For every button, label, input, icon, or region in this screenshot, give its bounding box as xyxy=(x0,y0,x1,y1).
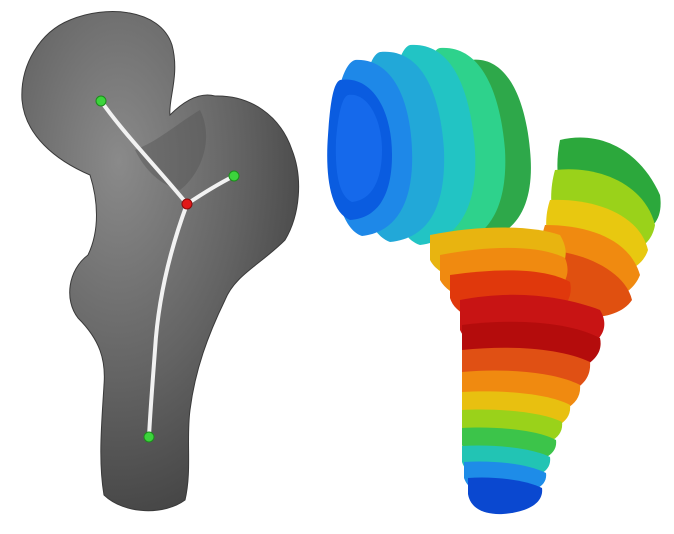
slices-neck xyxy=(430,227,571,325)
femur-neck-shade xyxy=(135,110,207,190)
femur-mesh xyxy=(21,11,300,512)
skeleton-endpoint-trochanter xyxy=(228,170,240,182)
skeleton-endpoint-head xyxy=(95,95,107,107)
slices-head-arm xyxy=(327,44,531,245)
skeleton-junction xyxy=(181,198,193,210)
skeleton-endpoint-shaft xyxy=(143,431,155,443)
slices-shaft xyxy=(460,294,605,515)
